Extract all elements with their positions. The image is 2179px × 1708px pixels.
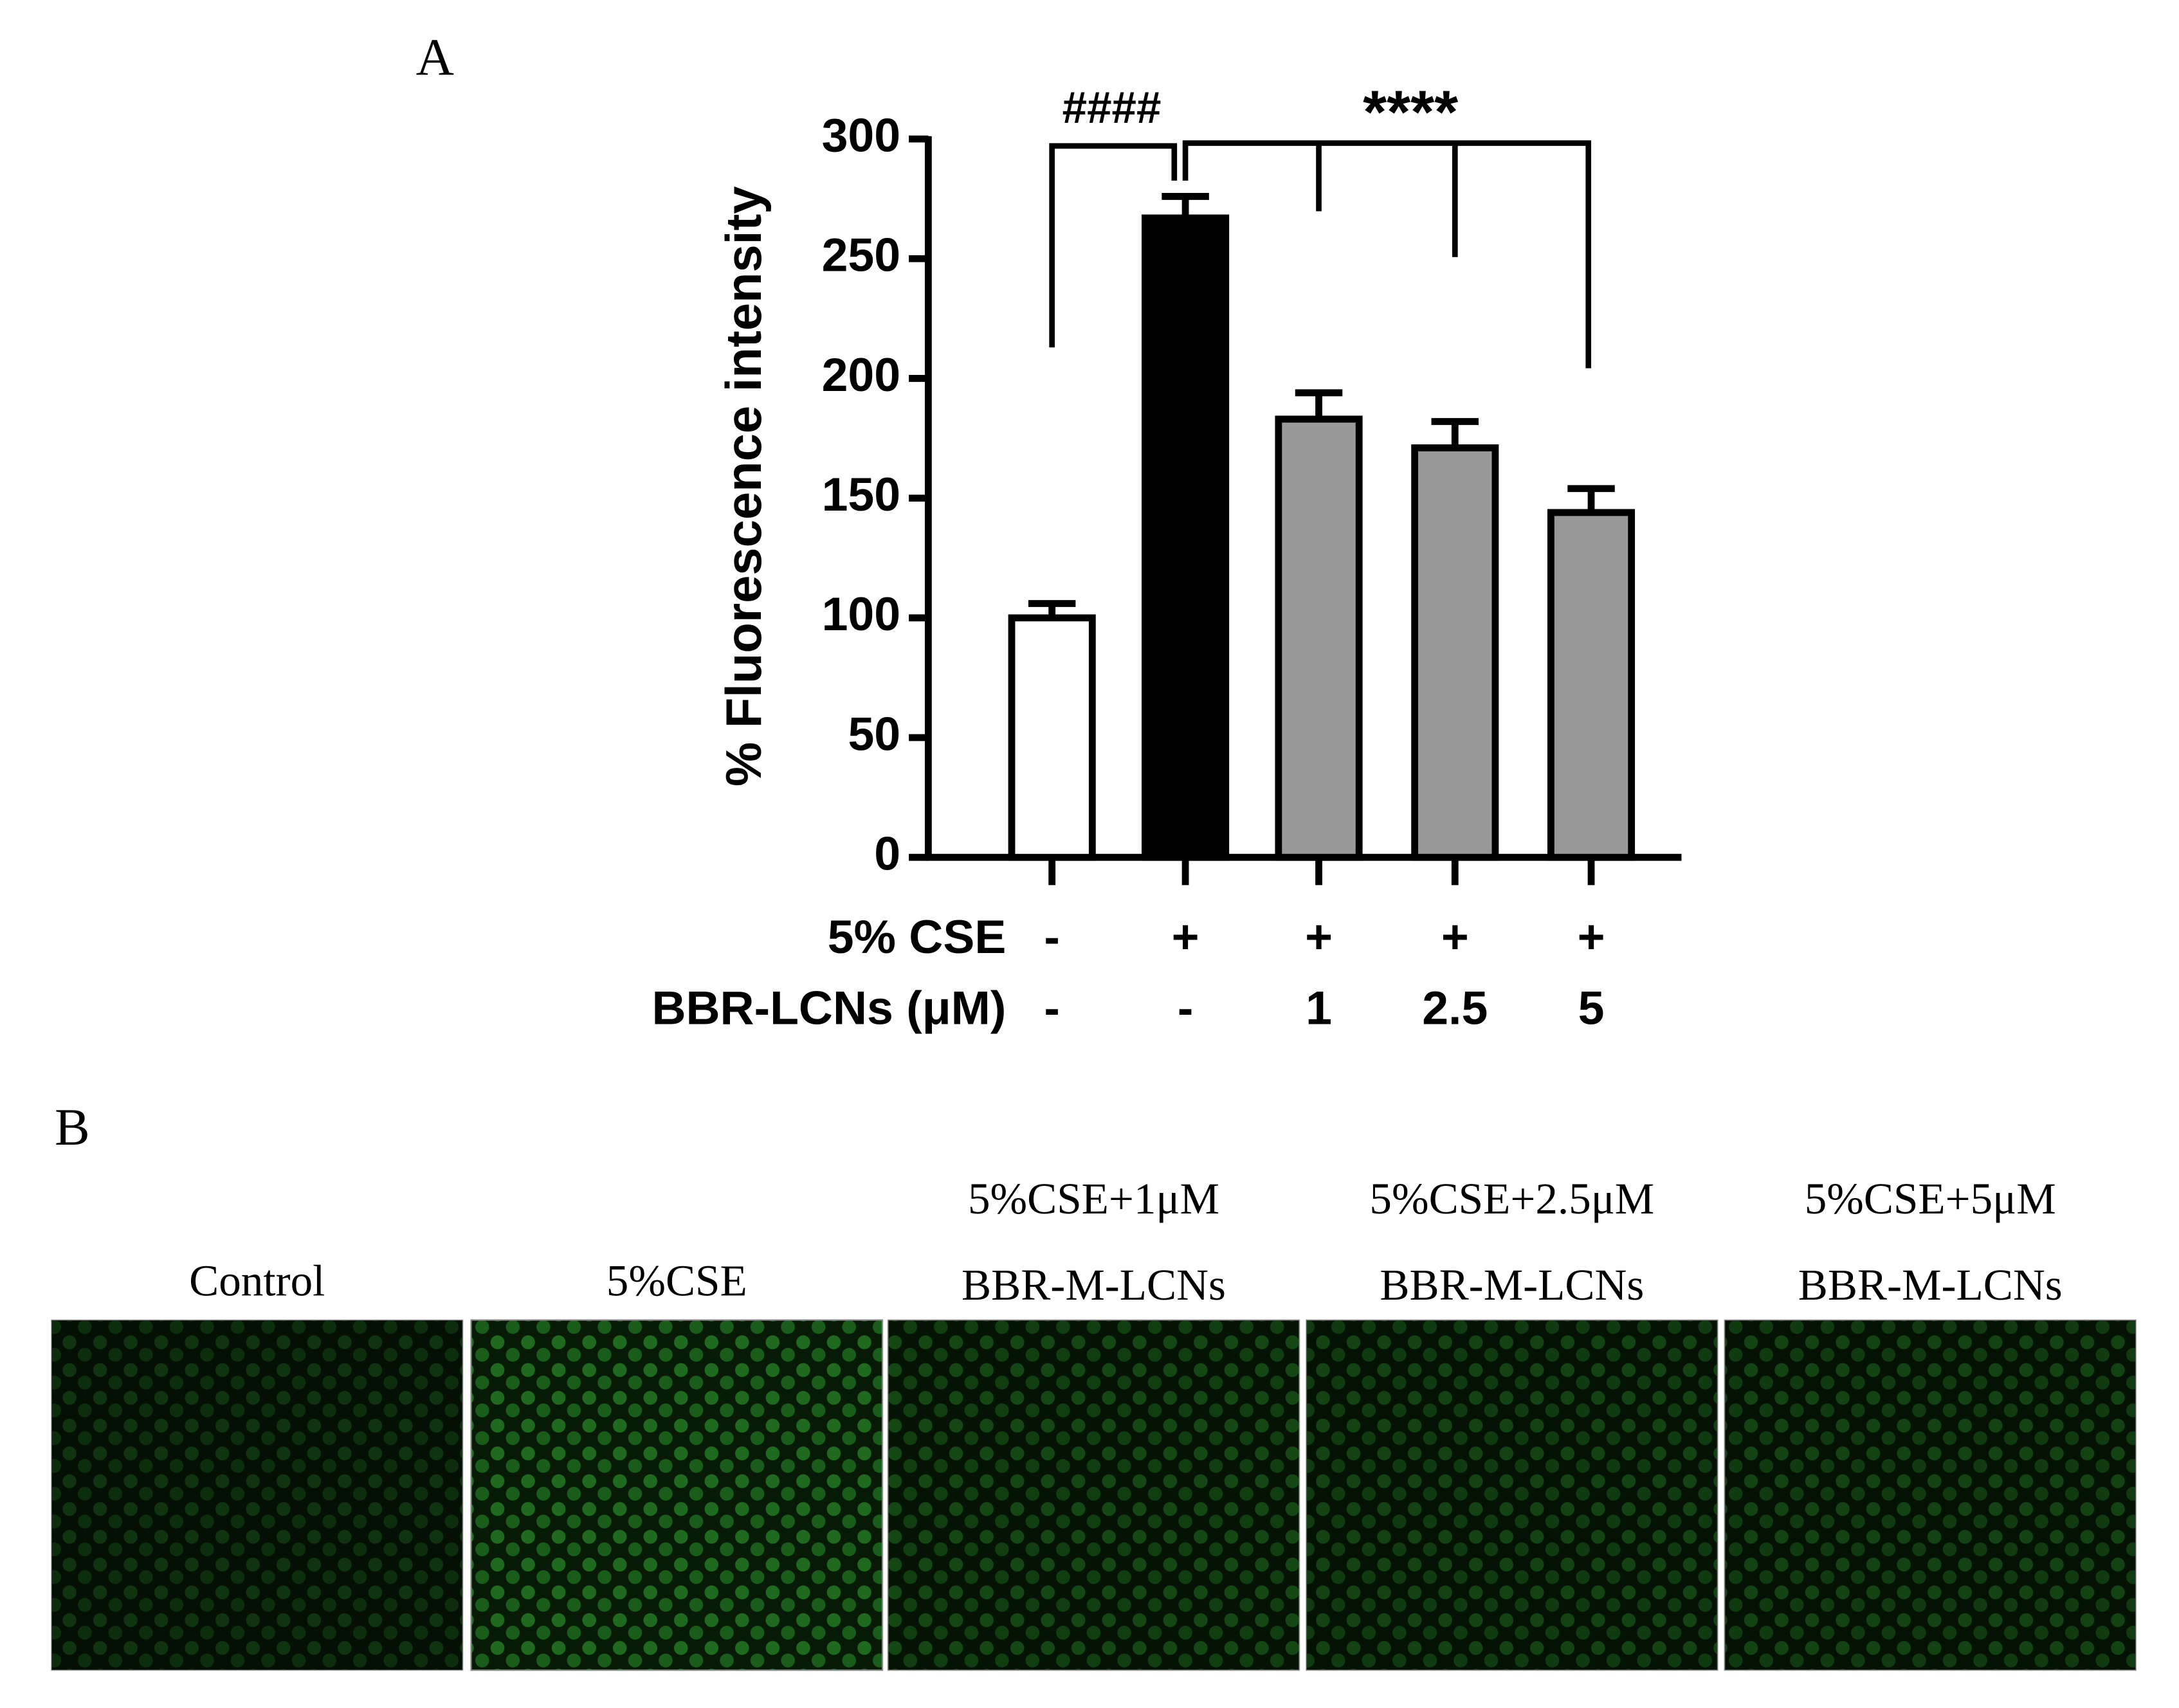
bar: [1275, 415, 1363, 861]
row-value: +: [1172, 910, 1199, 963]
image-caption: Control: [189, 1256, 325, 1305]
y-tick-label: 0: [874, 827, 900, 880]
y-tick-label: 100: [822, 587, 901, 640]
row-value: +: [1441, 910, 1469, 963]
y-axis-label: % Fluorescence intensity: [716, 186, 772, 786]
micrograph: [50, 1319, 464, 1671]
row-value: -: [1044, 910, 1059, 963]
y-tick-label: 200: [822, 348, 901, 401]
micrograph: [1724, 1319, 2137, 1671]
panel-label: B: [55, 1098, 90, 1156]
y-tick-label: 300: [822, 109, 901, 162]
row-value: 2.5: [1422, 981, 1488, 1034]
bracket: [1182, 140, 1592, 368]
bracket: [1049, 143, 1178, 348]
row-label: BBR-LCNs (μM): [652, 981, 1006, 1034]
image-caption: 5%CSE+2.5μM: [1369, 1174, 1654, 1223]
image-caption: 5%CSE+1μM: [968, 1174, 1219, 1223]
y-tick-label: 250: [822, 228, 901, 282]
image-caption: BBR-M-LCNs: [962, 1260, 1226, 1309]
y-tick-label: 50: [848, 707, 900, 760]
bar: [1411, 444, 1499, 861]
bar: [1008, 614, 1096, 861]
bar: [1142, 214, 1230, 861]
image-caption: BBR-M-LCNs: [1798, 1260, 2063, 1309]
row-label: 5% CSE: [828, 910, 1007, 963]
row-value: 5: [1578, 981, 1605, 1034]
panel-label: A: [416, 28, 454, 86]
row-value: +: [1578, 910, 1605, 963]
row-value: -: [1178, 981, 1193, 1034]
row-value: +: [1305, 910, 1333, 963]
image-caption: 5%CSE: [606, 1256, 747, 1305]
bar: [1547, 509, 1636, 861]
annotation: ****: [1363, 78, 1458, 147]
annotation: ####: [1062, 82, 1162, 132]
micrograph: [887, 1319, 1300, 1671]
micrograph: [1305, 1319, 1719, 1671]
row-value: 1: [1306, 981, 1332, 1034]
image-caption: 5%CSE+5μM: [1805, 1174, 2056, 1223]
micrograph: [470, 1319, 884, 1671]
y-tick-label: 150: [822, 468, 901, 521]
row-value: -: [1044, 981, 1059, 1034]
image-caption: BBR-M-LCNs: [1380, 1260, 1644, 1309]
